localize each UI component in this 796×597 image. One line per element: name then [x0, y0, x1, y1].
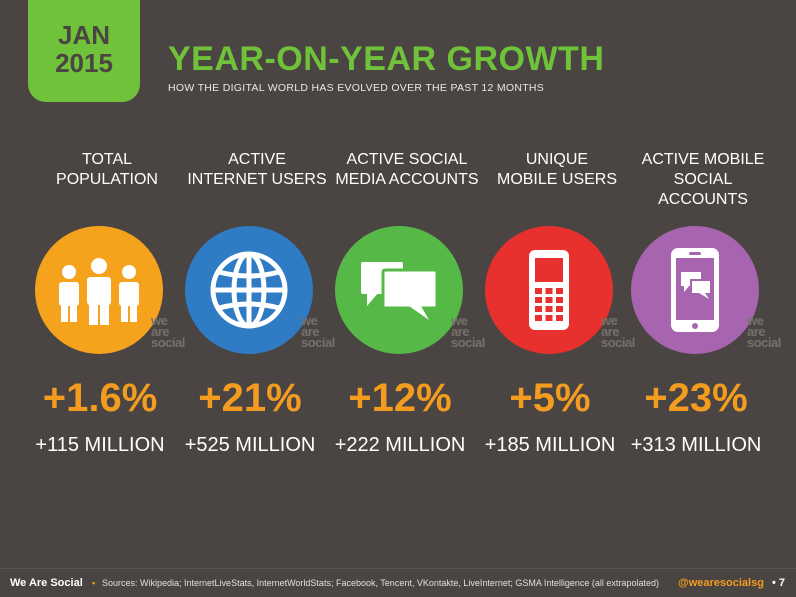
- we-are-social-watermark: we are social: [151, 313, 185, 350]
- people-icon: [35, 226, 163, 354]
- metric-label-line1: ACTIVE MOBILE: [641, 151, 765, 168]
- metric-label: ACTIVE SOCIAL MEDIA ACCOUNTS: [332, 150, 482, 190]
- metric-label-line1: ACTIVE SOCIAL: [346, 151, 468, 168]
- smartphone-chat-icon: [631, 226, 759, 354]
- metric-label: ACTIVE INTERNET USERS: [182, 150, 332, 190]
- we-are-social-watermark: we are social: [601, 313, 635, 350]
- metric-label-line2: POPULATION: [56, 171, 158, 188]
- metric-label-line2: INTERNET USERS: [187, 171, 327, 188]
- we-are-social-watermark: we are social: [301, 313, 335, 350]
- metric-percent: +21%: [198, 376, 302, 420]
- metric-percent: +5%: [509, 376, 591, 420]
- page-subtitle: HOW THE DIGITAL WORLD HAS EVOLVED OVER T…: [168, 82, 545, 94]
- footer: We Are Social • Sources: Wikipedia; Inte…: [0, 568, 796, 597]
- page-number: • 7: [772, 577, 786, 589]
- badge-month: JAN: [57, 20, 110, 50]
- page-title: YEAR-ON-YEAR GROWTH: [168, 40, 605, 78]
- badge-year: 2015: [55, 48, 113, 78]
- metric-label-line2: SOCIAL ACCOUNTS: [658, 171, 748, 208]
- metric-absolute: +525 MILLION: [184, 434, 316, 456]
- footer-handle: @wearesocialsg: [678, 577, 764, 589]
- metric-label-line1: UNIQUE: [525, 151, 589, 168]
- metric-percent: +12%: [348, 376, 452, 420]
- chat-bubbles-icon: [335, 226, 463, 354]
- we-are-social-watermark: we are social: [451, 313, 485, 350]
- metric-label: ACTIVE MOBILE SOCIAL ACCOUNTS: [628, 150, 778, 210]
- metric-label-line1: TOTAL: [81, 151, 133, 168]
- footer-sources: Sources: Wikipedia; InternetLiveStats, I…: [102, 578, 659, 588]
- metric-label-line2: MEDIA ACCOUNTS: [335, 171, 479, 188]
- metric-absolute: +222 MILLION: [334, 434, 466, 456]
- metric-label-line2: MOBILE USERS: [496, 171, 618, 188]
- globe-icon: [185, 226, 313, 354]
- metric-absolute: +313 MILLION: [630, 434, 762, 456]
- footer-separator: •: [92, 578, 96, 588]
- metric-label: UNIQUE MOBILE USERS: [482, 150, 632, 190]
- mobile-phone-icon: [485, 226, 613, 354]
- metric-absolute: +115 MILLION: [35, 434, 165, 456]
- metric-percent: +23%: [644, 376, 748, 420]
- metric-label-line1: ACTIVE: [228, 151, 286, 168]
- footer-brand: We Are Social: [10, 577, 83, 589]
- date-badge: JAN 2015: [28, 0, 140, 102]
- we-are-social-watermark: we are social: [747, 313, 781, 350]
- metric-absolute: +185 MILLION: [484, 434, 616, 456]
- metric-label: TOTAL POPULATION: [32, 150, 182, 190]
- metric-percent: +1.6%: [42, 376, 158, 420]
